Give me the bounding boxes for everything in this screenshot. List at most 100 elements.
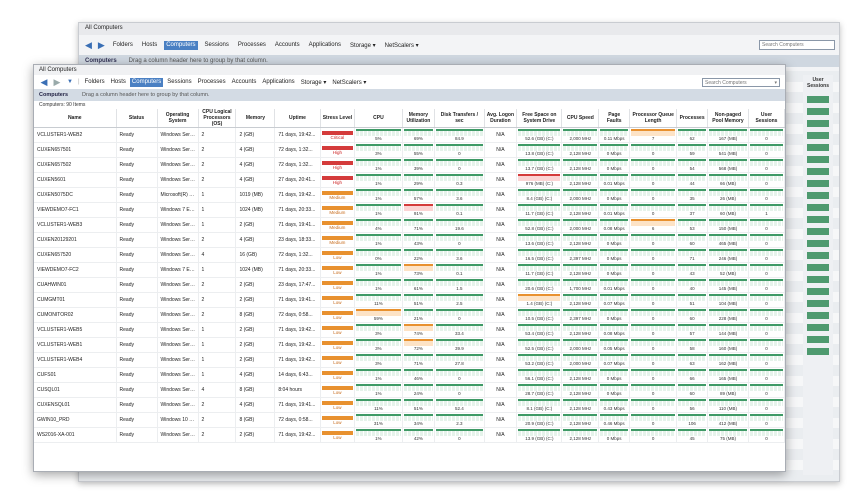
nav-item-5[interactable]: Accounts	[231, 78, 257, 85]
stress-level-bar	[321, 250, 354, 255]
column-header-15[interactable]: Processes	[676, 109, 708, 128]
free-space-value: 52.8 (GB) (C:)	[525, 226, 554, 231]
background-nav-item-0[interactable]: Folders	[112, 41, 133, 48]
group-by-bar[interactable]: Computers Drag a column header here to gr…	[34, 89, 785, 101]
column-header-2[interactable]: Operating System	[157, 109, 199, 128]
disk-transfers-sparkline	[436, 279, 483, 286]
search-input[interactable]: Search Computers ▾	[702, 77, 780, 87]
memory-utilization-value: 61%	[413, 286, 423, 291]
table-row[interactable]: WS2016-XA-001 Ready Windows Serve... 2 2 (GB…	[34, 427, 785, 443]
back-arrow-icon[interactable]: ◀	[85, 39, 92, 50]
column-header-8[interactable]: Memory Utilization	[402, 109, 436, 128]
non-paged-pool-memory: 150 (MB)	[707, 217, 749, 233]
column-header-3[interactable]: CPU Logical Processors (OS)	[198, 109, 237, 128]
nav-item-8[interactable]: NetScalers ▾	[332, 79, 367, 86]
table-row[interactable]: CUFS01 Ready Windows Serve... 1 4 (GB) 14 day…	[34, 367, 785, 383]
status-cell: Ready	[116, 427, 158, 443]
table-row[interactable]: CUXEN657520 Ready Windows Serve... 4 16 (GB)…	[34, 247, 785, 263]
background-nav-item-3[interactable]: Sessions	[204, 41, 229, 48]
nav-item-6[interactable]: Applications	[262, 78, 295, 85]
stress-level-label: Medium	[329, 194, 346, 200]
history-dropdown-icon[interactable]: ▼	[67, 79, 73, 85]
column-header-10[interactable]: Avg. Logon Duration	[484, 109, 518, 128]
table-row[interactable]: CUXEN657502 Ready Windows Serve... 2 4 (GB) 7…	[34, 157, 785, 173]
nav-item-4[interactable]: Processes	[197, 78, 226, 85]
nav-item-1[interactable]: Hosts	[110, 78, 126, 85]
column-header-1[interactable]: Status	[116, 109, 158, 128]
memory-utilization-value: 42%	[413, 436, 423, 441]
background-nav-item-7[interactable]: Storage ▾	[349, 42, 376, 49]
background-nav-item-2[interactable]: Computers	[164, 40, 198, 50]
column-header-6[interactable]: Stress Level	[320, 109, 356, 128]
nav-item-3[interactable]: Sessions	[167, 78, 192, 85]
background-nav-item-5[interactable]: Accounts	[274, 41, 300, 48]
user-sessions: 0	[748, 217, 785, 233]
nav-item-7[interactable]: Storage ▾	[300, 79, 327, 86]
back-arrow-icon[interactable]: ◀	[40, 76, 48, 87]
column-header-9[interactable]: Disk Transfers / sec	[434, 109, 485, 128]
forward-arrow-icon[interactable]: ▶	[53, 76, 61, 87]
avg-logon-duration: N/A	[484, 397, 518, 413]
background-nav-item-6[interactable]: Applications	[308, 41, 341, 48]
cpu-count-cell: 1	[198, 262, 237, 278]
nav-item-0[interactable]: Folders	[84, 78, 105, 85]
processor-queue-length-cell: 0	[631, 279, 676, 292]
nav-item-2[interactable]: Computers	[129, 77, 164, 87]
processes-count-sparkline	[678, 294, 706, 301]
cpu-metric-cell: 1%	[356, 279, 401, 292]
table-row[interactable]: CUXENSQL01 Ready Windows Serve... 2 4 (GB) 71…	[34, 397, 785, 413]
free-space: 20.6 (GB) (C:)	[516, 277, 563, 293]
cpu-speed-sparkline	[563, 174, 598, 181]
background-nav-item-8[interactable]: NetScalers ▾	[384, 42, 419, 49]
non-paged-pool-memory: 465 (MB)	[707, 232, 749, 248]
column-header-4[interactable]: Memory	[235, 109, 276, 128]
processes-count: 44	[676, 172, 708, 188]
non-paged-pool-memory-value: 144 (MB)	[718, 331, 738, 336]
table-row[interactable]: VCLUSTER1-WEB5 Ready Windows Serve... 1 2 (G…	[34, 322, 785, 338]
memory-utilization-sparkline	[403, 309, 434, 316]
table-row[interactable]: VCLUSTER1-WEB4 Ready Windows Serve... 1 2 (G…	[34, 352, 785, 368]
column-header-5[interactable]: Uptime	[274, 109, 321, 128]
disk-transfers-cell: 19.6	[436, 219, 483, 232]
table-row[interactable]: CUXEN657501 Ready Windows Serve... 2 4 (GB) 7…	[34, 142, 785, 158]
table-row[interactable]: CUAHWIN01 Ready Windows Serve... 2 2 (GB) 23 …	[34, 277, 785, 293]
cpu-speed-value: 2,128 MHz	[569, 241, 592, 246]
table-row[interactable]: VCLUSTER1-WEB2 Ready Windows Serve... 2 2 (G…	[34, 127, 785, 143]
background-nav-items: Folders Hosts Computers Sessions Processes Ac…	[111, 40, 421, 50]
table-row[interactable]: VCLUSTER1-WEB3 Ready Windows Serve... 1 2 (G…	[34, 217, 785, 233]
search-dropdown-icon[interactable]: ▾	[774, 79, 777, 86]
table-row[interactable]: CUMGMT01 Ready Windows Serve... 2 2 (GB) 71 d…	[34, 292, 785, 308]
column-header-0[interactable]: Name	[34, 109, 117, 128]
background-search-input[interactable]: Search Computers	[759, 40, 835, 50]
column-header-13[interactable]: Page Faults	[598, 109, 631, 128]
column-header-16[interactable]: Non-paged Pool Memory	[707, 109, 749, 128]
column-header-11[interactable]: Free Space on System Drive	[516, 109, 563, 128]
table-row[interactable]: VCLUSTER1-WEB1 Ready Windows Serve... 1 2 (G…	[34, 337, 785, 353]
background-nav-item-4[interactable]: Processes	[237, 41, 266, 48]
non-paged-pool-memory-sparkline	[708, 159, 747, 166]
table-row[interactable]: CUXEN5075DC Ready Microsoft(R) W... 1 1019 (…	[34, 187, 785, 203]
table-row[interactable]: VIEWDEMO7-FC1 Ready Windows 7 Ent... 1 1024 …	[34, 202, 785, 218]
stress-level-label: Low	[333, 254, 342, 260]
processor-queue-length-value: 0	[651, 316, 655, 321]
background-session-bar	[807, 300, 829, 307]
memory-utilization-value: 46%	[413, 376, 423, 381]
table-row[interactable]: CUSQL01 Ready Windows Serve... 4 8 (GB) 8:04 …	[34, 382, 785, 398]
memory-utilization-cell: 74%	[403, 324, 434, 337]
user-sessions-cell: 0	[749, 144, 783, 157]
column-header-12[interactable]: CPU Speed	[561, 109, 600, 128]
table-row[interactable]: GWIN10_PRD Ready Windows 10 Pro 2 8 (GB) 72 d…	[34, 412, 785, 428]
processes-count-cell: 45	[678, 429, 706, 442]
table-row[interactable]: CUMONITOR02 Ready Windows Serve... 2 8 (GB) 7…	[34, 307, 785, 323]
table-row[interactable]: VIEWDEMO7-FC2 Ready Windows 7 Ent... 1 1024 …	[34, 262, 785, 278]
column-header-17[interactable]: User Sessions	[748, 109, 785, 128]
table-row[interactable]: CUXEN5601 Ready Windows Serve... 2 4 (GB) 27 …	[34, 172, 785, 188]
user-sessions: 0	[748, 397, 785, 413]
user-sessions: 0	[748, 337, 785, 353]
column-header-14[interactable]: Processor Queue Length	[629, 109, 678, 128]
forward-arrow-icon[interactable]: ▶	[97, 39, 105, 50]
column-header-7[interactable]: CPU	[354, 109, 403, 128]
background-nav-item-1[interactable]: Hosts	[141, 41, 158, 48]
table-row[interactable]: CUXEN20129201 Ready Windows Serve... 2 4 (GB…	[34, 232, 785, 248]
avg-logon-duration: N/A	[484, 367, 518, 383]
